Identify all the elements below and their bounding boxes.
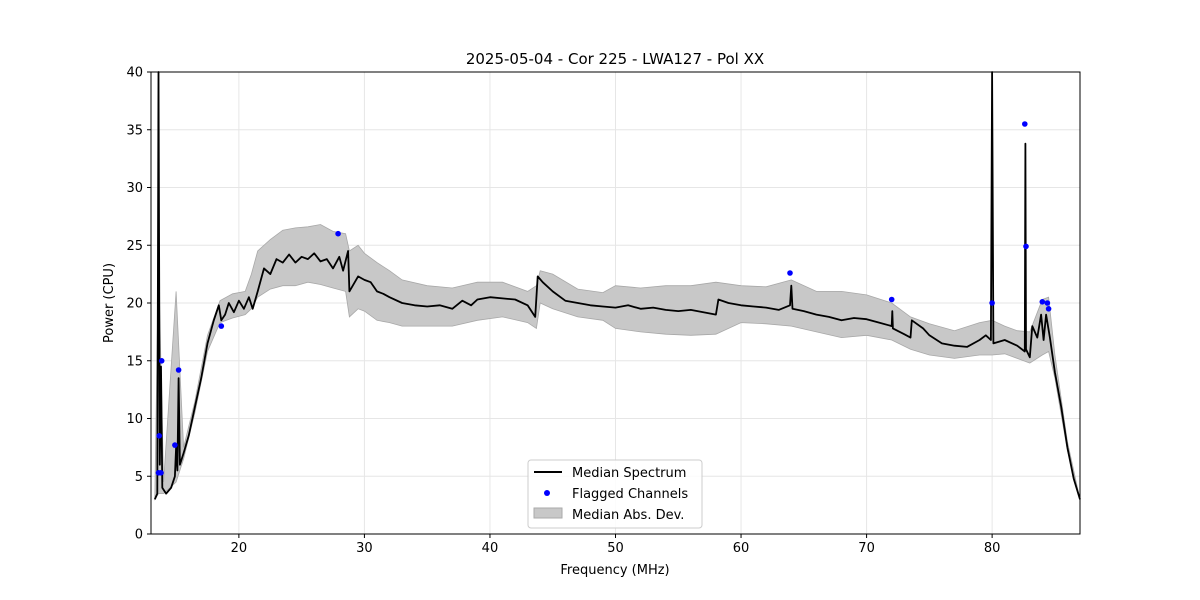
series-layer [153, 71, 1081, 500]
x-tick-label: 40 [482, 541, 499, 556]
flagged-channel-point [218, 323, 225, 329]
flagged-channel-point [1039, 299, 1046, 305]
median-spectrum-line [153, 71, 1081, 500]
y-tick-label: 30 [126, 181, 143, 196]
y-tick-label: 15 [126, 354, 143, 369]
legend-box [527, 459, 703, 529]
flagged-channel-point [172, 442, 178, 448]
flagged-points [155, 121, 1052, 476]
flagged-channel-point [1045, 306, 1052, 312]
flagged-channel-point [1023, 243, 1029, 250]
legend-mad-label: Median Abs. Dev. [572, 508, 684, 523]
legend-median-label: Median Spectrum [572, 466, 686, 481]
x-tick-label: 60 [733, 541, 750, 556]
y-axis: 0 5 10 15 20 25 30 35 40 [126, 66, 151, 543]
flagged-channel-point [156, 433, 162, 439]
flagged-channel-point [989, 300, 995, 306]
y-tick-label: 0 [135, 528, 143, 543]
y-tick-label: 5 [135, 470, 143, 485]
flagged-channel-point [158, 470, 164, 476]
x-axis: 20 30 40 50 60 70 80 [231, 534, 1001, 556]
y-tick-label: 35 [126, 123, 143, 138]
y-tick-label: 40 [126, 66, 143, 81]
x-tick-label: 30 [356, 541, 373, 556]
flagged-channel-point [1044, 300, 1051, 306]
y-tick-label: 25 [126, 239, 143, 254]
x-tick-label: 70 [858, 541, 875, 556]
x-tick-label: 20 [231, 541, 248, 556]
legend: Median Spectrum Flagged Channels Median … [527, 459, 703, 529]
flagged-channel-point [158, 358, 165, 364]
y-tick-label: 10 [126, 412, 143, 427]
flagged-channel-point [175, 367, 182, 373]
x-axis-label: Frequency (MHz) [560, 563, 669, 578]
flagged-channel-point [335, 230, 341, 237]
flagged-channel-point [787, 270, 793, 276]
flagged-channel-point [1022, 121, 1028, 127]
x-tick-label: 80 [984, 541, 1001, 556]
x-tick-label: 50 [607, 541, 624, 556]
legend-flagged-label: Flagged Channels [572, 487, 688, 502]
legend-mad-swatch [533, 507, 563, 519]
y-tick-label: 20 [126, 297, 143, 312]
y-axis-label: Power (CPU) [102, 263, 117, 343]
flagged-channel-point [888, 296, 895, 303]
legend-flagged-swatch [544, 490, 550, 496]
chart-title: 2025-05-04 - Cor 225 - LWA127 - Pol XX [466, 50, 764, 68]
